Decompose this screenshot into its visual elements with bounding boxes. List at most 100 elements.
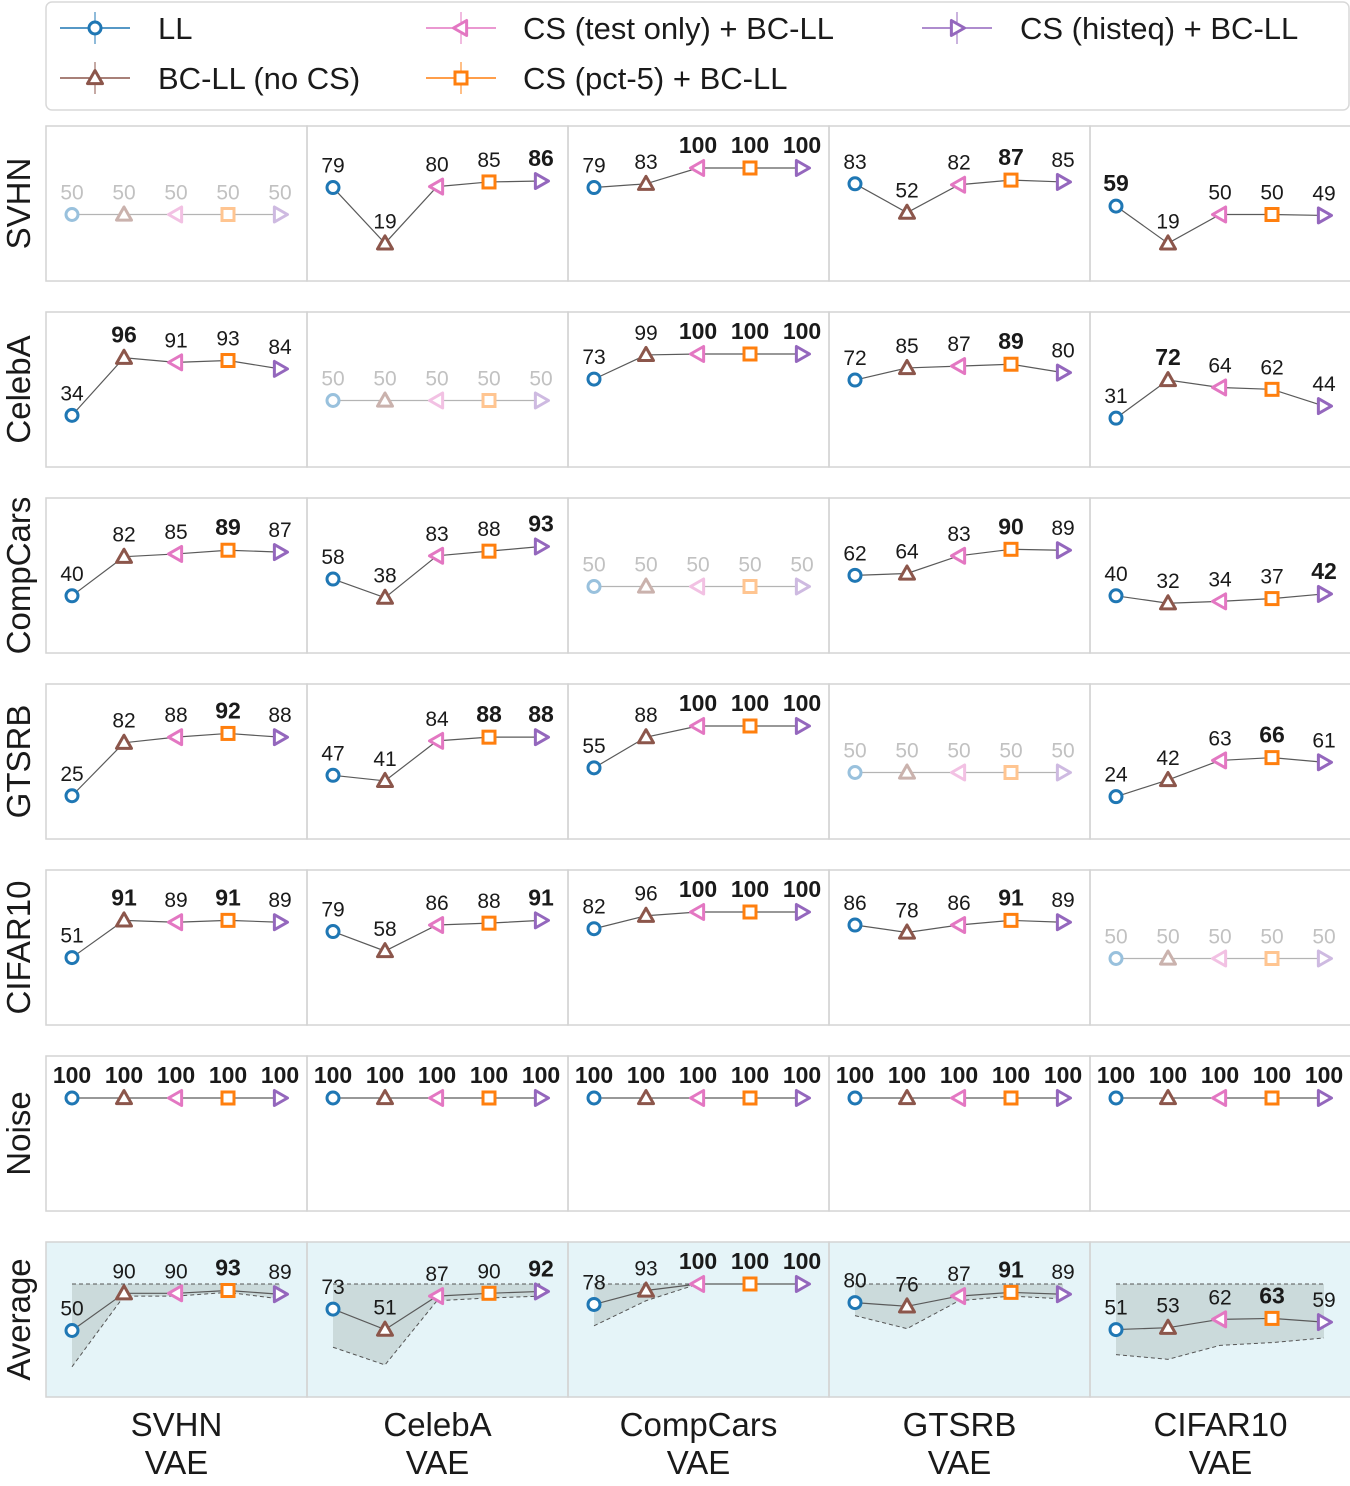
panel-frame (1089, 125, 1350, 282)
point-cs-test-only-bc-ll (167, 1089, 184, 1107)
legend-item-bc-ll-no-cs: BC-LL (no CS) (60, 61, 360, 96)
data-label: 87 (947, 333, 970, 356)
data-label: 100 (105, 1062, 143, 1088)
point-cs-pct-5-bc-ll (220, 353, 236, 369)
panel-svhn-gtsrb: 83 52 82 87 85 (828, 125, 1091, 282)
point-cs-histeq-bc-ll (533, 172, 550, 191)
point-cs-histeq-bc-ll (794, 345, 811, 363)
row-label-average: Average (0, 1258, 37, 1380)
point-bc-ll-no-cs (637, 728, 655, 745)
legend-frame (45, 1, 1350, 111)
series-line-group: 100 100 100 100 100 (314, 1062, 560, 1107)
series-line-group: 100 100 100 100 100 (575, 1062, 821, 1107)
point-cs-pct-5-bc-ll (742, 160, 758, 176)
data-label: 25 (60, 763, 83, 786)
data-label: 62 (843, 542, 866, 565)
data-label: 87 (998, 144, 1024, 170)
point-cs-histeq-bc-ll (794, 159, 811, 177)
data-label: 88 (634, 704, 657, 727)
series-line-group: 50 50 50 50 50 (321, 368, 553, 410)
point-bc-ll-no-cs (637, 174, 655, 191)
data-label: 79 (582, 155, 605, 178)
panel-average-compcars: 78 93 100 100 100 (567, 1241, 830, 1398)
data-label: 78 (895, 899, 918, 922)
data-label: 90 (164, 1260, 187, 1283)
point-bc-ll-no-cs (115, 205, 133, 222)
data-label: 50 (268, 182, 291, 205)
data-label: 42 (1311, 558, 1337, 584)
point-ll (325, 571, 341, 587)
data-label: 55 (582, 735, 605, 758)
data-label: 82 (112, 710, 135, 733)
point-ll (847, 372, 863, 388)
series-line-group: 100 100 100 100 100 (836, 1062, 1082, 1107)
point-cs-test-only-bc-ll (167, 205, 184, 224)
point-bc-ll-no-cs (1159, 234, 1177, 251)
data-label: 100 (679, 1062, 717, 1088)
panel-compcars-celeba: 58 38 83 88 93 (306, 497, 569, 654)
point-cs-pct-5-bc-ll (481, 1285, 497, 1301)
point-ll (1108, 198, 1124, 214)
point-ll (325, 393, 341, 408)
point-ll (1108, 1322, 1124, 1338)
point-cs-histeq-bc-ll (1055, 541, 1072, 560)
series-line-group: 50 50 50 50 50 (60, 182, 292, 224)
data-label: 88 (477, 518, 500, 541)
point-cs-test-only-bc-ll (167, 544, 184, 563)
series-line-group: 80 76 87 91 89 (843, 1256, 1075, 1314)
data-label: 50 (582, 554, 605, 577)
data-label: 59 (1103, 170, 1129, 196)
series-line-group: 34 96 91 93 84 (60, 322, 292, 423)
legend-marker-triangle-right-icon (949, 19, 966, 37)
data-label: 100 (783, 1062, 821, 1088)
data-label: 50 (1156, 926, 1179, 949)
legend-marker-triangle-up-icon (86, 69, 104, 86)
point-cs-histeq-bc-ll (1316, 1089, 1333, 1107)
data-label: 83 (947, 523, 970, 546)
panel-compcars-svhn: 40 82 85 89 87 (45, 497, 308, 654)
series-line-group: 40 82 85 89 87 (60, 514, 292, 604)
point-cs-pct-5-bc-ll (481, 729, 497, 745)
data-label: 19 (373, 210, 396, 233)
point-cs-histeq-bc-ll (1055, 1089, 1072, 1107)
data-label: 50 (634, 554, 657, 577)
panel-cifar10-gtsrb: 86 78 86 91 89 (828, 869, 1091, 1026)
data-label: 91 (164, 329, 187, 352)
data-label: 40 (60, 563, 83, 586)
point-cs-pct-5-bc-ll (220, 207, 236, 222)
panel-celeba-compcars: 73 99 100 100 100 (567, 311, 830, 468)
panel-svhn-celeba: 79 19 80 85 86 (306, 125, 569, 282)
data-label: 50 (843, 740, 866, 763)
panel-noise-celeba: 100 100 100 100 100 (306, 1055, 569, 1212)
data-label: 90 (998, 513, 1024, 539)
data-label: 83 (425, 523, 448, 546)
data-label: 44 (1312, 373, 1336, 396)
point-cs-test-only-bc-ll (689, 717, 706, 735)
point-bc-ll-no-cs (115, 348, 133, 365)
data-label: 50 (60, 182, 83, 205)
data-label: 58 (321, 546, 344, 569)
point-ll (325, 767, 341, 783)
data-label: 82 (947, 152, 970, 175)
panel-frame (1089, 311, 1350, 468)
legend-label: BC-LL (no CS) (158, 61, 360, 96)
point-bc-ll-no-cs (1159, 594, 1177, 611)
data-label: 89 (268, 889, 291, 912)
panel-cifar10-svhn: 51 91 89 91 89 (45, 869, 308, 1026)
series-line-group: 79 19 80 85 86 (321, 145, 554, 251)
data-label: 87 (425, 1263, 448, 1286)
column-label-model: VAE (145, 1444, 209, 1481)
data-label: 62 (1260, 356, 1283, 379)
point-bc-ll-no-cs (1159, 949, 1177, 966)
data-label: 89 (1051, 1261, 1074, 1284)
point-cs-histeq-bc-ll (794, 903, 811, 921)
data-label: 93 (528, 511, 554, 537)
data-label: 91 (998, 884, 1024, 910)
panel-celeba-cifar10: 31 72 64 62 44 (1089, 311, 1350, 468)
point-ll (64, 207, 80, 222)
point-cs-pct-5-bc-ll (1264, 381, 1280, 397)
point-cs-test-only-bc-ll (1211, 1310, 1228, 1329)
data-label: 100 (470, 1062, 508, 1088)
column-label-model: VAE (667, 1444, 731, 1481)
point-cs-histeq-bc-ll (533, 1282, 550, 1301)
